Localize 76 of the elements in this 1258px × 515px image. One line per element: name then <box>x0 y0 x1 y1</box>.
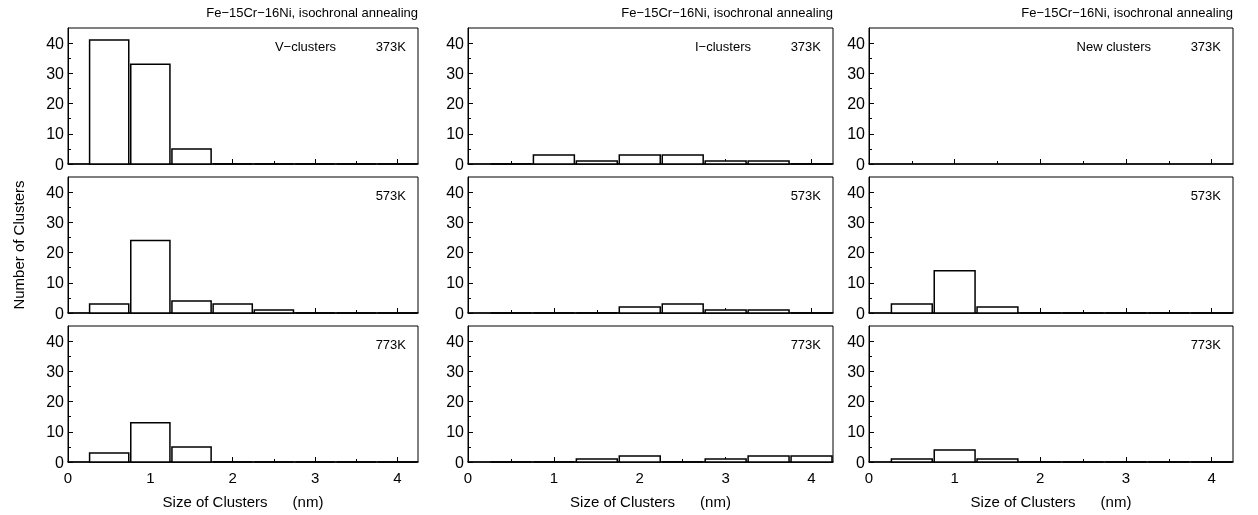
y-tick-label: 40 <box>46 332 65 350</box>
x-tick-label: 1 <box>950 469 959 486</box>
x-tick-label: 2 <box>635 469 644 486</box>
y-tick-label: 10 <box>46 274 65 292</box>
chart-title: Fe−15Cr−16Ni, isochronal annealing <box>206 5 418 20</box>
x-axis-title: Size of Clusters (nm) <box>570 493 731 510</box>
y-tick-label: 0 <box>856 453 866 471</box>
y-tick-label: 30 <box>446 362 465 380</box>
y-tick-label: 10 <box>446 274 465 292</box>
annotation: 373K <box>790 39 822 54</box>
y-tick-label: 0 <box>55 155 65 173</box>
y-tick-label: 20 <box>446 244 465 262</box>
y-tick-label: 20 <box>446 393 465 411</box>
annotation: 773K <box>1190 337 1222 352</box>
y-tick-label: 20 <box>446 95 465 113</box>
y-tick-label: 40 <box>847 332 866 350</box>
y-tick-label: 30 <box>46 64 65 82</box>
y-tick-label: 30 <box>446 64 465 82</box>
x-tick-label: 1 <box>146 469 155 486</box>
y-tick-label: 40 <box>46 34 65 52</box>
chart-title: Fe−15Cr−16Ni, isochronal annealing <box>621 5 833 20</box>
y-tick-label: 40 <box>446 332 465 350</box>
annotation: I−clusters <box>695 39 752 54</box>
y-tick-label: 0 <box>455 304 465 322</box>
annotation: 373K <box>375 39 407 54</box>
x-tick-label: 2 <box>1036 469 1045 486</box>
x-tick-label: 4 <box>807 469 816 486</box>
y-tick-label: 30 <box>847 213 866 231</box>
y-tick-label: 0 <box>856 155 866 173</box>
y-tick-label: 0 <box>55 304 65 322</box>
annotation: 373K <box>1190 39 1222 54</box>
y-tick-label: 10 <box>847 274 866 292</box>
y-tick-label: 30 <box>46 362 65 380</box>
y-tick-label: 30 <box>446 213 465 231</box>
y-tick-label: 10 <box>847 125 866 143</box>
x-tick-label: 3 <box>721 469 730 486</box>
y-tick-label: 0 <box>455 453 465 471</box>
y-tick-label: 20 <box>46 393 65 411</box>
annotation: 573K <box>1190 188 1222 203</box>
y-tick-label: 0 <box>856 304 866 322</box>
y-tick-label: 40 <box>446 183 465 201</box>
y-tick-label: 30 <box>847 362 866 380</box>
y-tick-label: 20 <box>46 244 65 262</box>
chart-title: Fe−15Cr−16Ni, isochronal annealing <box>1021 5 1233 20</box>
y-tick-label: 40 <box>847 183 866 201</box>
annotation: 773K <box>375 337 407 352</box>
y-tick-label: 10 <box>847 423 866 441</box>
x-axis-title: Size of Clusters (nm) <box>162 493 324 510</box>
x-tick-label: 3 <box>1121 469 1131 486</box>
y-tick-label: 40 <box>46 183 65 201</box>
annotation: 773K <box>790 337 822 352</box>
y-axis-title: Number of Clusters <box>10 180 27 310</box>
y-tick-label: 20 <box>847 393 866 411</box>
y-tick-label: 30 <box>46 213 65 231</box>
x-axis-title: Size of Clusters (nm) <box>970 493 1132 510</box>
y-tick-label: 0 <box>55 453 65 471</box>
x-tick-label: 2 <box>228 469 237 486</box>
y-tick-label: 20 <box>46 95 65 113</box>
x-tick-label: 4 <box>1207 469 1216 486</box>
annotation: New clusters <box>1076 39 1152 54</box>
annotation: 573K <box>790 188 822 203</box>
y-tick-label: 40 <box>446 34 465 52</box>
annotation: 573K <box>375 188 407 203</box>
y-tick-label: 10 <box>446 125 465 143</box>
y-tick-label: 10 <box>446 423 465 441</box>
y-tick-label: 40 <box>847 34 866 52</box>
y-tick-label: 20 <box>847 244 866 262</box>
x-tick-label: 3 <box>310 469 320 486</box>
x-tick-label: 1 <box>549 469 559 486</box>
y-tick-label: 30 <box>847 64 866 82</box>
annotation: V−clusters <box>274 39 337 54</box>
x-tick-label: 4 <box>393 469 402 486</box>
y-tick-label: 20 <box>847 95 866 113</box>
y-tick-label: 0 <box>455 155 465 173</box>
y-tick-label: 10 <box>46 423 65 441</box>
y-tick-label: 10 <box>46 125 65 143</box>
